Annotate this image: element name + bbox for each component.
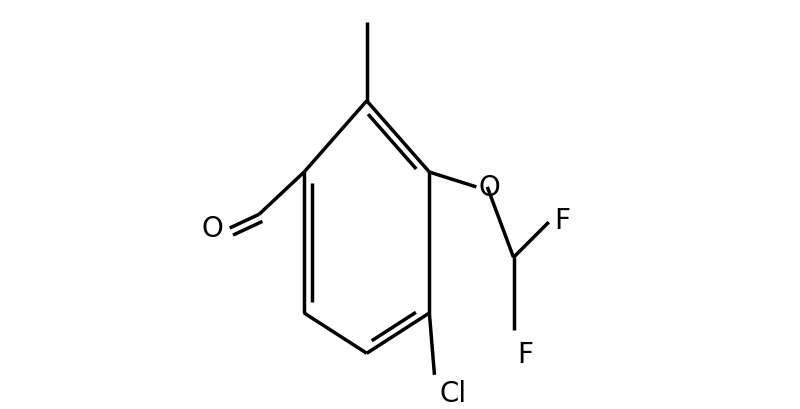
Text: F: F [518, 340, 534, 368]
Text: F: F [554, 207, 570, 235]
Text: O: O [478, 173, 500, 201]
Text: Cl: Cl [439, 379, 466, 407]
Text: O: O [202, 214, 223, 243]
